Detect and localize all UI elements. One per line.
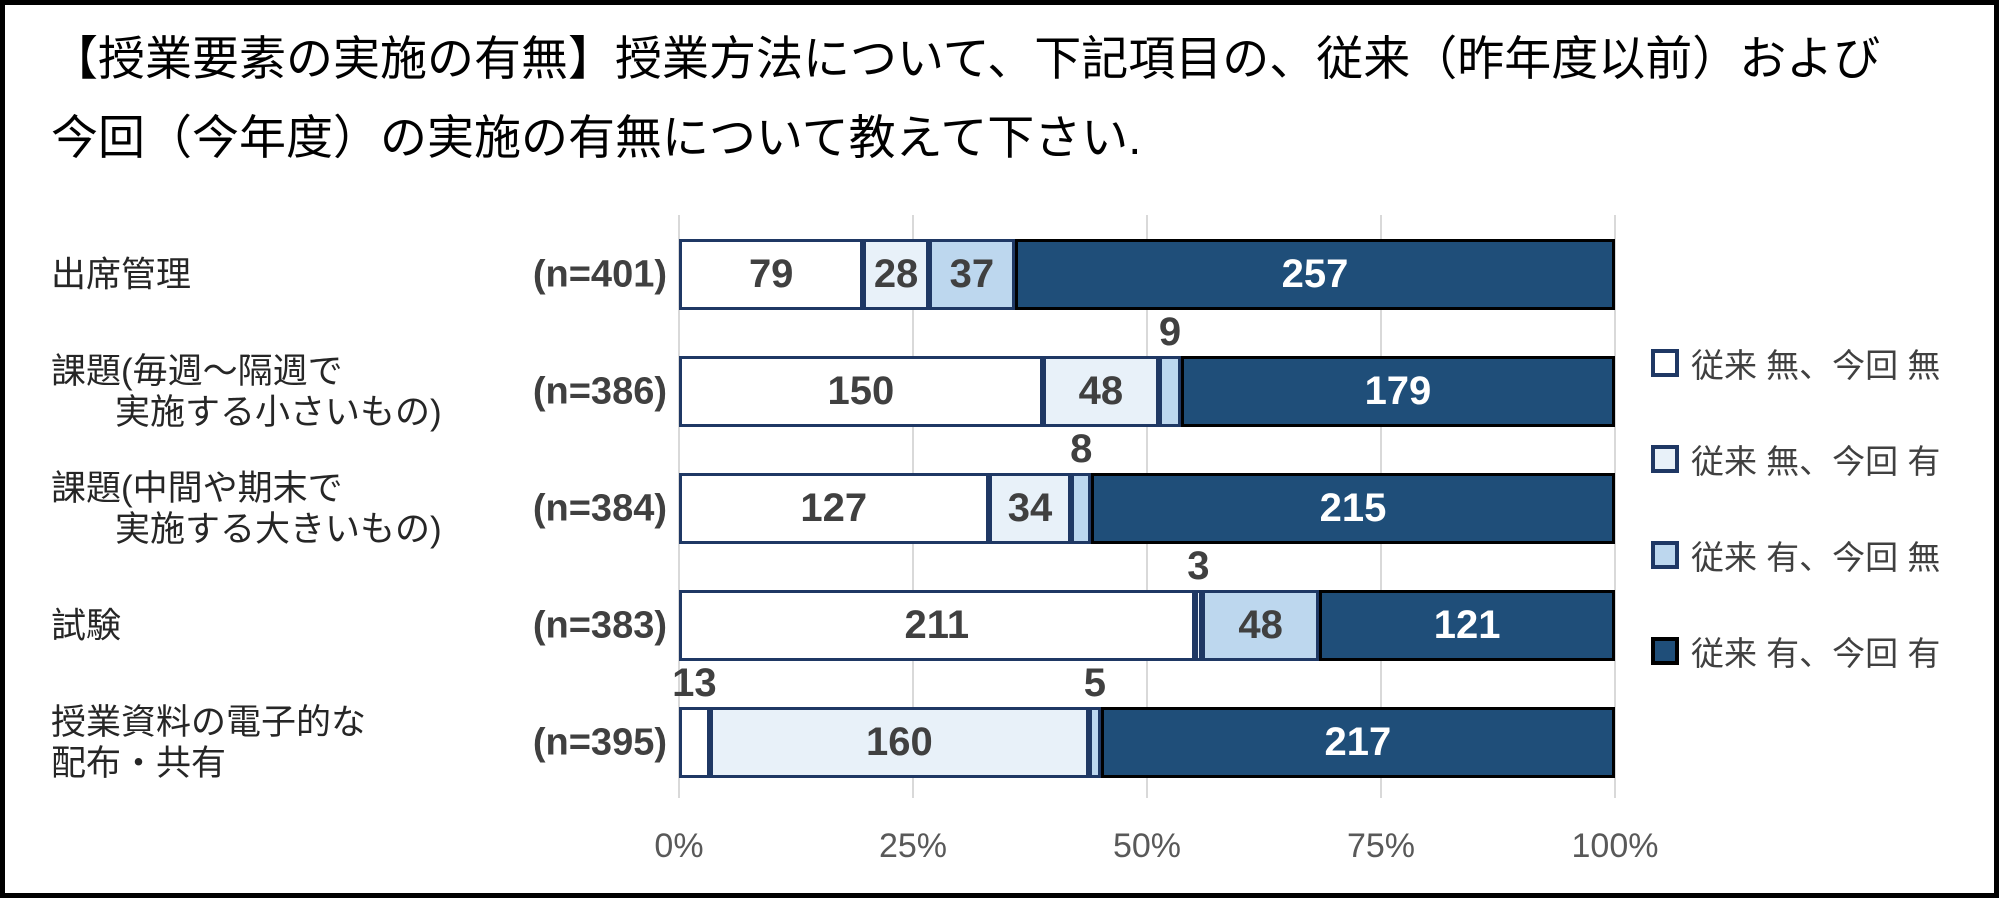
category-label-line: 授業資料の電子的な: [51, 702, 367, 742]
category-label-line: 試験: [51, 606, 122, 645]
bar-segment-series-1: [679, 707, 710, 778]
legend-item-2: 従来 無、今回 有: [1651, 441, 1940, 480]
legend-label: 従来 無、今回 無: [1691, 347, 1941, 384]
sample-size-label: (n=401): [532, 253, 667, 295]
legend-item-1: 従来 無、今回 無: [1651, 345, 1940, 384]
category-label-line: 出席管理: [51, 255, 192, 294]
bar-stack: 160 217: [679, 707, 1615, 778]
bar-segment-series-2: 28: [863, 239, 929, 310]
bar-segment-series-4: 257: [1015, 239, 1615, 310]
bar-segment-series-3: [1159, 356, 1181, 427]
legend-label: 従来 無、今回 有: [1691, 443, 1941, 480]
category-label-line: 実施する小さいもの): [115, 392, 442, 432]
bar-outside-value-label: 3: [1187, 544, 1210, 588]
bar-stack: 211 48 121: [679, 590, 1615, 661]
bar-segment-series-2: 48: [1042, 356, 1160, 427]
legend-swatch-icon: [1651, 637, 1679, 665]
bar-segment-series-1: 150: [679, 356, 1043, 427]
bar-outside-value-label: 8: [1070, 427, 1093, 471]
chart-title-line-2: 今回（今年度）の実施の有無について教えて下さい.: [51, 111, 1142, 164]
x-axis-tick-label-50%: 50%: [1112, 827, 1182, 865]
bar-segment-series-3: [1071, 473, 1091, 544]
legend-swatch-icon: [1651, 541, 1679, 569]
bar-row: 79 28 37 257: [679, 239, 1615, 310]
x-axis-tick-label-100%: 100%: [1571, 827, 1659, 865]
chart-title-line-1: 【授業要素の実施の有無】授業方法について、下記項目の、従来（昨年度以前）および: [51, 32, 1881, 85]
category-label-line: 配布・共有: [51, 743, 227, 783]
sample-size-label: (n=386): [532, 370, 667, 412]
chart-title: 【授業要素の実施の有無】授業方法について、下記項目の、従来（昨年度以前）および …: [51, 19, 1971, 177]
category-label: 試験: [51, 605, 491, 646]
legend-label: 従来 有、今回 無: [1691, 539, 1941, 576]
bar-segment-series-4: 121: [1319, 590, 1615, 661]
legend-item-3: 従来 有、今回 無: [1651, 537, 1940, 576]
gridline-100%: [1614, 215, 1616, 798]
bar-segment-series-4: 217: [1100, 707, 1615, 778]
bar-segment-series-3: 48: [1201, 590, 1320, 661]
bar-segment-series-4: 179: [1180, 356, 1615, 427]
bar-segment-series-2: [1194, 590, 1202, 661]
bars-layer: 出席管理 (n=401) 79 28 37 257 課題(毎週～隔週で 実施する小さいもの) (…: [5, 5, 1994, 893]
category-label: 課題(毎週～隔週で 実施する小さいもの): [51, 351, 491, 433]
x-axis: 0% 25% 50% 75% 100%: [654, 827, 1658, 877]
bar-row: 211 48 121 3: [679, 544, 1615, 661]
x-axis-tick-label-25%: 25%: [878, 827, 948, 865]
bar-segment-series-3: 37: [928, 239, 1016, 310]
legend-item-4: 従来 有、今回 有: [1651, 633, 1940, 672]
sample-size-label: (n=395): [532, 721, 667, 763]
bar-stack: 127 34 215: [679, 473, 1615, 544]
bar-row: 160 217 13 5: [672, 661, 1615, 778]
bar-segment-series-1: 127: [679, 473, 989, 544]
sample-size-label: (n=383): [532, 604, 667, 646]
legend-swatch-icon: [1651, 445, 1679, 473]
legend: 従来 無、今回 無従来 無、今回 有従来 有、今回 無従来 有、今回 有: [1651, 345, 1940, 672]
legend-swatch-icon: [1651, 349, 1679, 377]
x-axis-tick-label-75%: 75%: [1346, 827, 1416, 865]
bar-segment-series-1: 211: [679, 590, 1195, 661]
category-label-line: 課題(毎週～隔週で: [51, 351, 343, 391]
category-label: 課題(中間や期末で 実施する大きいもの): [51, 468, 491, 550]
bar-stack: 150 48 179: [679, 356, 1615, 427]
bar-outside-value-label: 13: [672, 661, 717, 705]
bar-segment-series-2: 160: [709, 707, 1089, 778]
bar-outside-value-label: 9: [1158, 310, 1182, 354]
bar-segment-series-3: [1088, 707, 1101, 778]
x-axis-tick-label-0%: 0%: [654, 827, 704, 865]
bar-segment-series-2: 34: [988, 473, 1072, 544]
sample-size-label: (n=384): [532, 487, 667, 529]
category-label-line: 課題(中間や期末で: [51, 468, 343, 508]
category-label: 出席管理: [51, 254, 491, 295]
category-label-line: 実施する大きいもの): [115, 509, 442, 549]
category-label: 授業資料の電子的な 配布・共有: [51, 702, 491, 784]
legend-label: 従来 有、今回 有: [1691, 635, 1941, 672]
bar-segment-series-1: 79: [679, 239, 864, 310]
bar-stack: 79 28 37 257: [679, 239, 1615, 310]
bar-outside-value-label: 5: [1083, 661, 1106, 705]
bar-segment-series-4: 215: [1090, 473, 1615, 544]
bar-row: 127 34 215 8: [679, 427, 1615, 544]
bar-row: 150 48 179 9: [679, 310, 1615, 427]
